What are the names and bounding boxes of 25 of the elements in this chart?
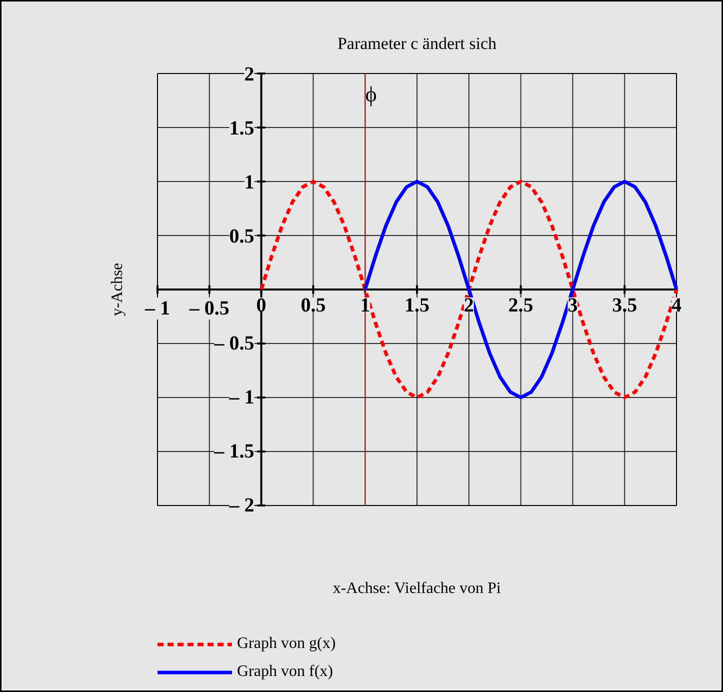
x-tick-label: 1 <box>360 294 370 316</box>
x-axis-title: x-Achse: Vielfache von Pi <box>332 580 502 597</box>
y-tick-label: 1 <box>244 172 254 194</box>
legend-label: Graph von f(x) <box>237 663 333 681</box>
chart-title: Parameter c ändert sich <box>337 34 498 53</box>
y-tick-label: – 2 <box>228 494 254 516</box>
y-axis-title: y-Achse <box>109 262 126 316</box>
x-tick-label: 3.5 <box>612 294 638 316</box>
x-tick-label: 4 <box>672 294 682 316</box>
x-tick-label: 0.5 <box>300 294 326 316</box>
legend-label: Graph von g(x) <box>237 635 336 653</box>
x-tick-label: – 0.5 <box>188 298 230 320</box>
y-tick-label: 0.5 <box>229 226 254 248</box>
x-tick-label: 3 <box>568 294 578 316</box>
y-tick-label: – 1.5 <box>213 440 254 462</box>
x-tick-label: 1.5 <box>404 294 430 316</box>
ref-line-label: ϕ <box>365 82 377 106</box>
y-tick-label: 1.5 <box>229 118 254 140</box>
y-tick-label: – 0.5 <box>213 332 254 354</box>
y-tick-label: – 1 <box>228 386 254 408</box>
x-tick-label: – 1 <box>144 298 170 320</box>
x-tick-label: 0 <box>256 294 266 316</box>
x-tick-label: 2.5 <box>508 294 534 316</box>
y-tick-label: 2 <box>244 64 254 86</box>
x-tick-label: 2 <box>464 294 474 316</box>
